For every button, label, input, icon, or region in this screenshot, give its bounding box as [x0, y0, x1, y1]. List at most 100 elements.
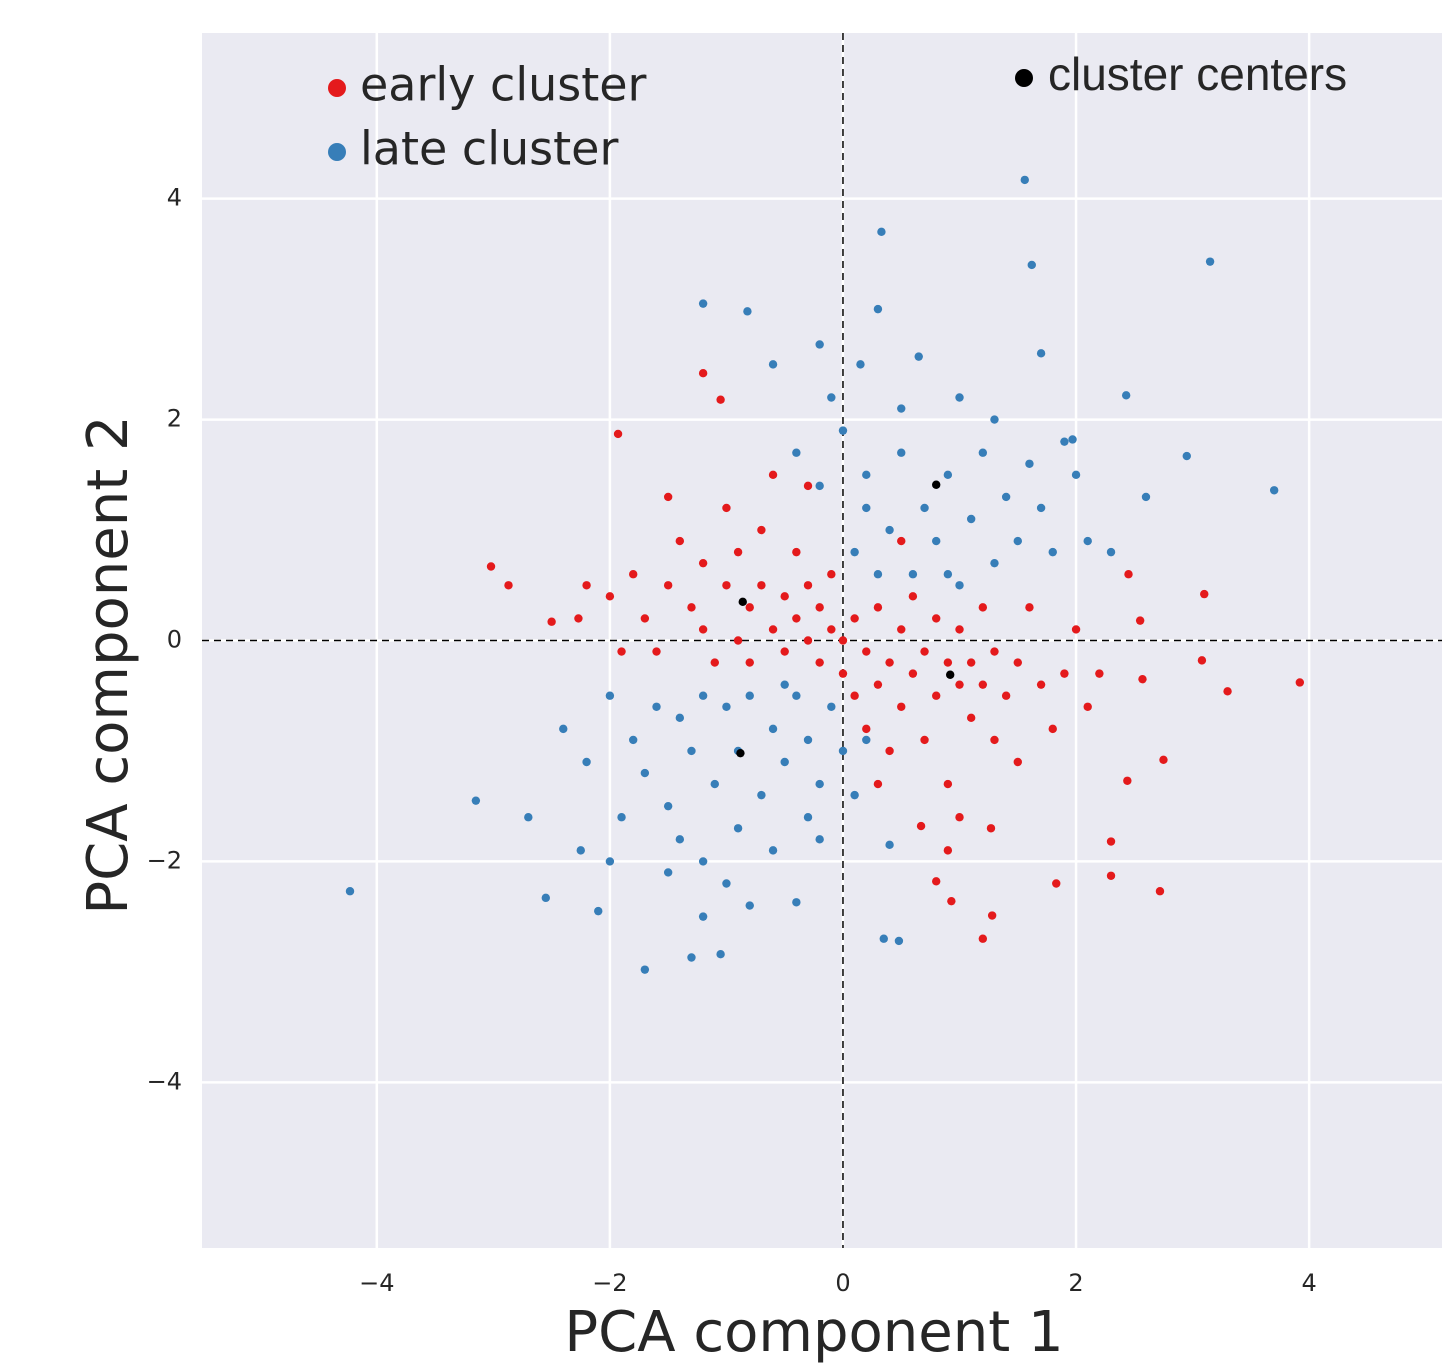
data-point [471, 796, 481, 805]
data-point [990, 558, 999, 568]
data-point [780, 680, 789, 689]
data-point [698, 691, 708, 700]
data-point [745, 658, 754, 667]
data-point [594, 906, 603, 916]
data-point [757, 525, 766, 535]
data-point [345, 887, 355, 896]
data-point [1052, 879, 1061, 888]
data-point [873, 603, 883, 612]
data-point [768, 625, 778, 634]
data-point [733, 636, 743, 645]
data-point [617, 813, 626, 822]
data-point [574, 614, 583, 623]
data-point [613, 429, 623, 439]
data-point [947, 896, 956, 906]
data-point [710, 658, 719, 667]
data-point [1159, 755, 1168, 764]
data-point [1295, 678, 1305, 687]
data-point [1083, 702, 1092, 711]
data-point [652, 647, 661, 656]
y-axis-label: PCA component 2 [76, 415, 141, 914]
data-point [1205, 257, 1215, 266]
data-point [873, 779, 883, 789]
data-point [687, 746, 696, 756]
data-point [698, 369, 708, 378]
data-point [687, 953, 696, 962]
data-point [850, 790, 859, 800]
data-point [908, 592, 918, 601]
data-point [605, 592, 615, 601]
data-point [1020, 175, 1029, 185]
data-point [1223, 687, 1232, 696]
data-point [1068, 435, 1077, 444]
data-point [815, 779, 824, 789]
data-point [943, 846, 953, 855]
data-point [803, 581, 813, 590]
data-point [862, 647, 871, 656]
data-point [1013, 658, 1022, 667]
data-point [838, 746, 848, 756]
data-point [652, 702, 661, 711]
data-point [943, 779, 953, 789]
data-point [768, 724, 778, 734]
data-point [990, 647, 999, 656]
y-tick-label: −2 [147, 846, 182, 874]
data-point [803, 636, 813, 645]
data-point [803, 481, 813, 491]
data-point [1048, 547, 1057, 557]
data-point [733, 547, 743, 557]
data-point [885, 525, 894, 535]
data-point [745, 691, 754, 700]
data-point [1095, 669, 1104, 678]
data-point [986, 824, 996, 833]
data-point [885, 658, 894, 667]
data-point [932, 877, 941, 886]
data-point [943, 570, 953, 579]
data-point [675, 835, 685, 844]
data-point [716, 395, 725, 404]
data-point [792, 614, 801, 623]
data-point [663, 868, 673, 877]
data-point [990, 415, 999, 424]
data-point [803, 813, 813, 822]
x-tick-label: −2 [592, 1269, 627, 1297]
data-point [1200, 589, 1209, 599]
data-point [862, 735, 871, 745]
data-point [1013, 536, 1022, 546]
data-point [873, 680, 883, 689]
data-point [1013, 757, 1022, 767]
data-point [873, 570, 883, 579]
data-point [850, 691, 859, 700]
data-point [716, 949, 725, 959]
data-point [1025, 459, 1034, 468]
data-point [1106, 837, 1116, 846]
data-point [932, 614, 941, 623]
data-point [1182, 451, 1191, 461]
data-point [675, 713, 685, 723]
data-point [897, 404, 906, 413]
data-point [1036, 503, 1046, 513]
data-point [504, 581, 513, 590]
data-point [640, 965, 650, 974]
legend-label: cluster centers [1048, 48, 1347, 100]
data-point [710, 779, 719, 789]
y-tick-label: 2 [167, 405, 182, 433]
data-point [1025, 603, 1034, 612]
data-point [932, 691, 941, 700]
data-point [1123, 776, 1132, 785]
data-point [640, 614, 650, 623]
data-point [955, 680, 964, 689]
data-point [722, 503, 731, 513]
data-point [792, 691, 801, 700]
data-point [780, 757, 789, 767]
data-point [827, 702, 836, 711]
data-point [675, 536, 685, 546]
data-point [745, 603, 754, 612]
data-point [541, 893, 550, 903]
x-tick-label: 2 [1068, 1269, 1083, 1297]
data-point [897, 625, 906, 634]
data-point [1036, 349, 1046, 358]
x-tick-label: −4 [359, 1269, 394, 1297]
data-point [698, 299, 708, 308]
data-point [966, 658, 976, 667]
